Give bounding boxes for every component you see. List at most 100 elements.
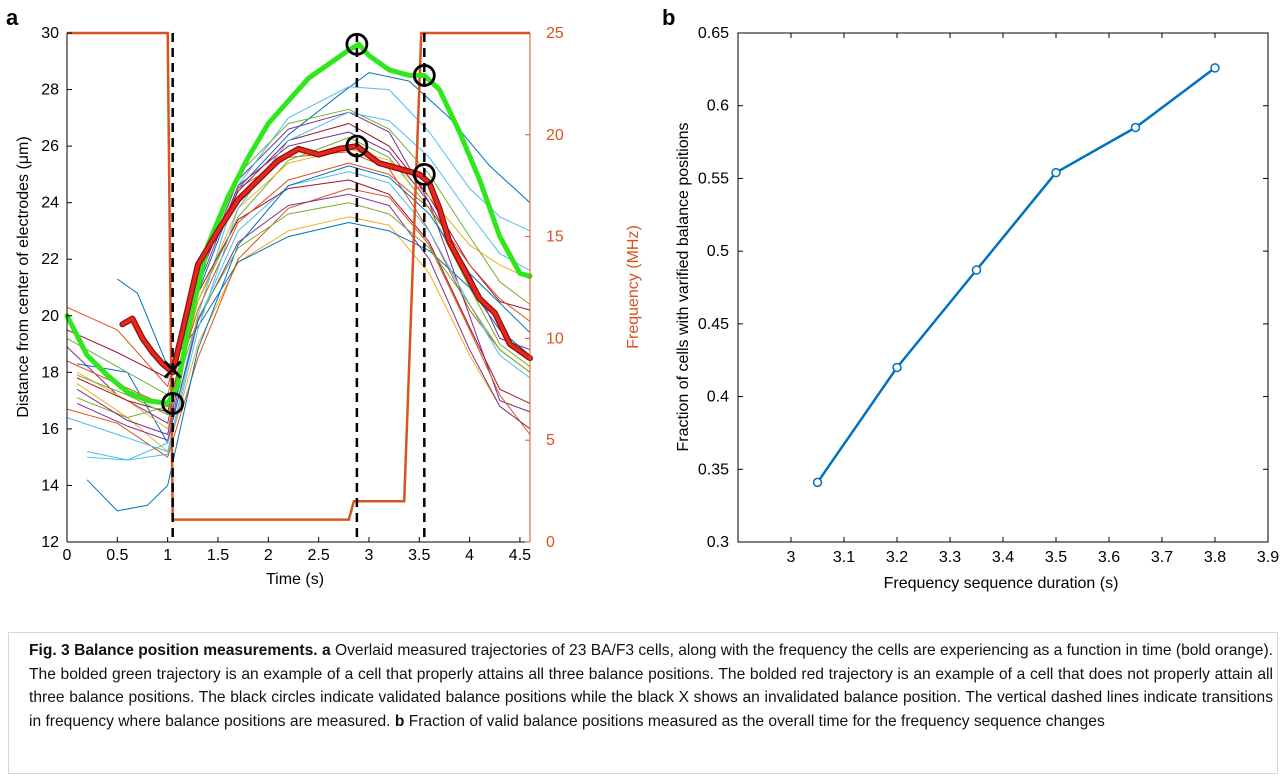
validated-balance-circle-3 — [412, 64, 436, 87]
panel-a-ytick-label: 22 — [41, 251, 59, 268]
cell-trajectory-1 — [77, 72, 531, 444]
panel-a-bold-trajectories — [64, 41, 533, 406]
panel-b-xlabel: Frequency sequence duration (s) — [884, 575, 1119, 592]
validated-balance-circle-5 — [412, 162, 436, 186]
caption-part-a-text: Overlaid measured trajectories of 23 BA/… — [29, 642, 1273, 730]
cell-trajectory-4 — [66, 111, 531, 424]
panel-a: a 0 0.5 1 1.5 2 2.5 3 3.5 4 4.5 12 14 16 18 20 22 24 26 28… — [6, 5, 642, 588]
panel-a-ytick-label: 16 — [41, 421, 59, 438]
panel-b-ytick-label: 0.3 — [707, 534, 729, 551]
panel-a-xtick-label: 1 — [163, 547, 172, 564]
x-marker-stroke-2 — [163, 360, 182, 379]
panel-a-letter: a — [6, 5, 19, 30]
panel-a-xtick-label: 4 — [465, 547, 474, 564]
panel-a-axes: 0 0.5 1 1.5 2 2.5 3 3.5 4 4.5 12 14 16 18 20 22 24 26 28 30… — [41, 25, 564, 564]
cell-trajectory-15 — [86, 165, 531, 512]
cell-trajectory-6 — [87, 86, 531, 461]
panel-b-point-1 — [812, 477, 823, 488]
panel-a-ytick-label: 18 — [41, 364, 59, 381]
panel-a-thin-trajectories — [66, 72, 531, 512]
frequency-line — [67, 31, 530, 521]
cell-trajectory-17 — [76, 193, 531, 441]
panel-b-xtick-label: 3.3 — [939, 549, 961, 566]
panel-b-ytick-label: 0.4 — [707, 389, 729, 406]
panel-a-xtick-label: 3.5 — [408, 547, 430, 564]
cell-trajectory-16 — [66, 162, 531, 407]
panel-b-point-4 — [1051, 167, 1061, 178]
caption-part-a-letter: a — [321, 642, 331, 659]
panel-a-xlabel: Time (s) — [266, 571, 324, 588]
panel-b-xtick-label: 3.9 — [1257, 549, 1279, 566]
cell-trajectory-19 — [86, 111, 531, 461]
caption-fig-label: Fig. 3 — [29, 642, 70, 659]
panel-a-y2label: Frequency (MHz) — [625, 225, 642, 349]
validated-balance-circle-2 — [345, 32, 369, 56]
panel-a-xtick-label: 0.5 — [106, 547, 128, 564]
panel-b-point-3 — [971, 265, 982, 275]
panel-a-ytick-label: 20 — [41, 308, 59, 325]
panel-a-xtick-label: 4.5 — [509, 547, 531, 564]
cell-trajectory-18 — [76, 202, 531, 416]
cell-trajectory-10 — [76, 148, 531, 430]
caption-part-b-letter: b — [394, 712, 405, 730]
panel-a-xtick-label: 0 — [63, 547, 72, 564]
panel-b-letter: b — [662, 5, 675, 30]
panel-b-xtick-label: 3.1 — [833, 549, 855, 566]
panel-b-xtick-label: 3.5 — [1045, 549, 1067, 566]
validated-balance-circle-4 — [345, 134, 369, 158]
panel-a-xtick-label: 3 — [365, 547, 374, 564]
cell-trajectory-5 — [76, 137, 531, 419]
panel-a-ytick-label: 26 — [41, 138, 59, 155]
panel-b-xtick-label: 3.6 — [1098, 549, 1120, 566]
panel-b: b 3 3.1 3.2 3.3 3.4 3.5 3.6 3.7 3.8 3.9 0.3 0.35 0.4… — [662, 5, 1279, 592]
panel-b-xtick-label: 3.4 — [992, 549, 1014, 566]
caption-title: Balance position measurements. — [74, 642, 318, 659]
figure-canvas: a 0 0.5 1 1.5 2 2.5 3 3.5 4 4.5 12 14 16 18 20 22 24 26 28… — [6, 5, 1279, 592]
panel-a-y2tick-label: 10 — [546, 330, 564, 347]
cell-trajectory-12 — [66, 108, 531, 396]
panel-a-xtick-label: 1.5 — [207, 547, 229, 564]
panel-a-ytick-label: 28 — [41, 82, 59, 99]
cell-trajectory-14 — [76, 179, 531, 413]
panel-b-ytick-label: 0.6 — [707, 98, 729, 115]
panel-b-line — [816, 66, 1216, 484]
panel-a-xtick-label: 2 — [264, 547, 273, 564]
panel-b-axes-box — [737, 32, 1269, 543]
panel-a-ylabel: Distance from center of electrodes (μm) — [15, 136, 32, 417]
panel-a-y2tick-label: 5 — [546, 432, 555, 449]
panel-b-xtick-label: 3 — [787, 549, 796, 566]
panel-b-point-2 — [892, 362, 902, 373]
panel-b-ytick-label: 0.45 — [698, 316, 729, 333]
caption-part-b-text: Fraction of valid balance positions meas… — [408, 712, 1105, 730]
panel-a-xtick-label: 2.5 — [308, 547, 330, 564]
caption-box: Fig. 3 Balance position measurements. a … — [8, 632, 1278, 774]
panel-b-xtick-label: 3.8 — [1204, 549, 1226, 566]
panel-a-ytick-label: 14 — [41, 477, 59, 494]
panel-a-y2tick-label: 0 — [546, 534, 555, 551]
panel-a-ytick-label: 12 — [41, 534, 59, 551]
panel-a-y2tick-label: 25 — [546, 25, 564, 42]
cell-trajectory-7 — [66, 123, 531, 379]
panel-a-y2tick-label: 15 — [546, 229, 564, 246]
validated-balance-circle-1 — [161, 392, 185, 415]
panel-a-frequency-layer — [67, 31, 530, 521]
panel-a-y2tick-label: 20 — [546, 127, 564, 144]
panel-b-series — [812, 63, 1220, 488]
panel-b-point-5 — [1130, 122, 1141, 133]
panel-a-markers — [161, 32, 436, 415]
panel-b-xtick-label: 3.7 — [1151, 549, 1173, 566]
green-trajectory — [64, 41, 533, 406]
panel-a-ytick-label: 24 — [41, 195, 59, 212]
cell-trajectory-13 — [66, 171, 531, 452]
panel-b-ytick-label: 0.55 — [698, 170, 729, 187]
figure-caption: Fig. 3 Balance position measurements. a … — [29, 633, 1273, 733]
panel-b-xtick-label: 3.2 — [886, 549, 908, 566]
invalidated-balance-x-marker — [163, 360, 182, 379]
red-trajectory — [120, 144, 532, 375]
panel-b-point-6 — [1210, 63, 1220, 73]
panel-a-ytick-label: 30 — [41, 25, 59, 42]
red-trajectory-outline — [119, 143, 533, 376]
panel-a-transition-lines — [171, 33, 426, 542]
panel-b-ytick-label: 0.65 — [698, 25, 729, 42]
panel-b-ytick-label: 0.35 — [698, 461, 729, 478]
